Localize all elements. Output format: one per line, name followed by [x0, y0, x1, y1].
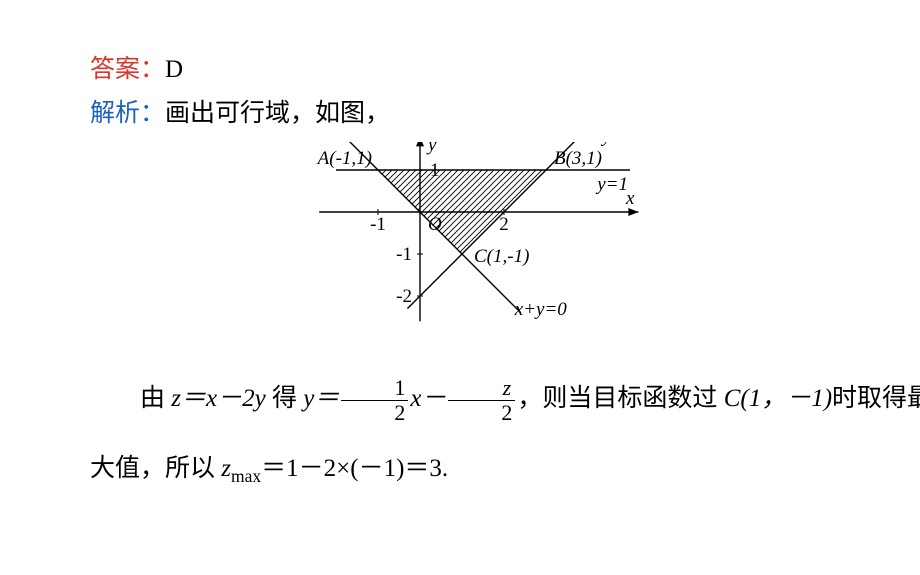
analysis-label: 解析：: [90, 100, 165, 127]
txt: ，则当目标函数过: [517, 385, 723, 412]
fraction-1: 12: [341, 377, 408, 424]
zmax-expr: ＝1－2×(－1)＝3.: [261, 455, 448, 482]
txt: 由: [140, 385, 171, 412]
svg-text:C(1,-1): C(1,-1): [474, 246, 529, 267]
svg-text:x+y=0: x+y=0: [514, 299, 568, 320]
txt: 时取得最: [832, 385, 920, 412]
conclusion-line-1: 由 z＝x－2y 得 y＝12x－z2，则当目标函数过 C(1，－1)时取得最: [90, 377, 860, 424]
analysis-text: 画出可行域，如图，: [165, 100, 390, 127]
answer-value: D: [165, 56, 183, 83]
svg-text:-1: -1: [396, 244, 412, 265]
txt: 得: [266, 385, 304, 412]
point-C-ref: C(1，－1): [724, 385, 832, 412]
answer-label: 答案：: [90, 56, 165, 83]
svg-text:O: O: [428, 214, 442, 235]
conclusion-line-2: 大值，所以 zmax＝1－2×(－1)＝3.: [90, 449, 860, 490]
txt: y＝: [303, 385, 339, 412]
svg-text:y: y: [426, 142, 437, 155]
svg-text:B(3,1): B(3,1): [554, 148, 602, 169]
fraction-2: z2: [448, 377, 515, 424]
feasible-region-diagram: -121-1-2OxyA(-1,1)B(3,1)C(1,-1)x-y-2=0y=…: [300, 142, 650, 352]
svg-text:1: 1: [430, 160, 440, 181]
svg-text:A(-1,1): A(-1,1): [316, 148, 372, 169]
den: 2: [448, 401, 515, 424]
analysis-line: 解析：画出可行域，如图，: [90, 94, 860, 134]
z-eq: z＝x－2y: [171, 385, 265, 412]
solution-block: 答案：D 解析：画出可行域，如图， -121-1-2OxyA(-1,1)B(3,…: [0, 0, 920, 490]
den: 2: [341, 401, 408, 424]
num: 1: [341, 377, 408, 401]
svg-text:2: 2: [499, 214, 509, 235]
svg-text:y=1: y=1: [595, 174, 628, 195]
txt: 大值，所以: [90, 455, 221, 482]
zmax-sub: max: [231, 466, 261, 486]
num: z: [448, 377, 515, 401]
svg-text:x-y-2=0: x-y-2=0: [587, 142, 650, 147]
txt: x－: [410, 385, 446, 412]
svg-text:-1: -1: [370, 214, 386, 235]
diagram-container: -121-1-2OxyA(-1,1)B(3,1)C(1,-1)x-y-2=0y=…: [90, 142, 860, 365]
zmax: z: [221, 455, 231, 482]
answer-line: 答案：D: [90, 50, 860, 90]
svg-text:-2: -2: [396, 286, 412, 307]
